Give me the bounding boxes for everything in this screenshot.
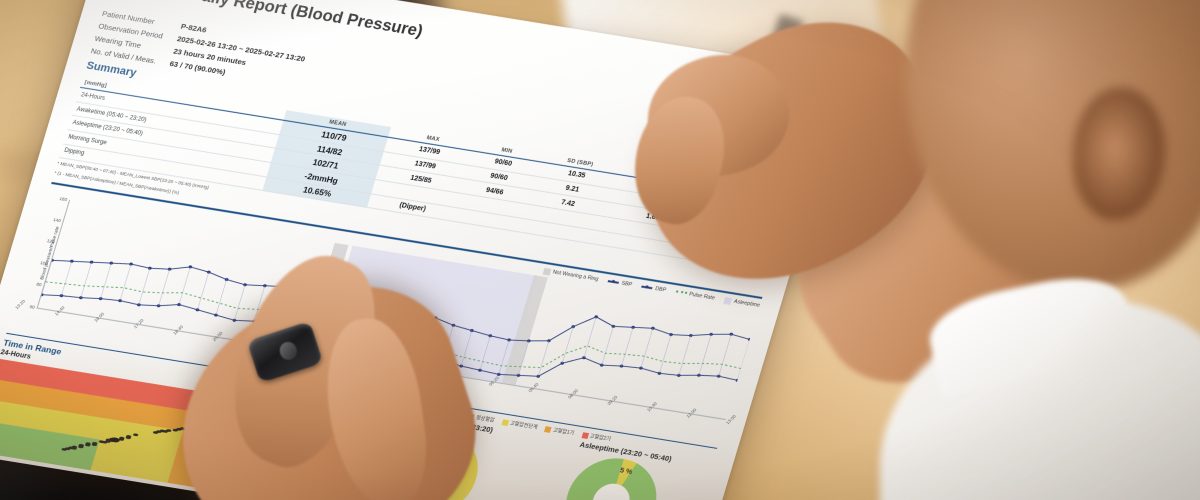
person-ear [1073,88,1165,220]
